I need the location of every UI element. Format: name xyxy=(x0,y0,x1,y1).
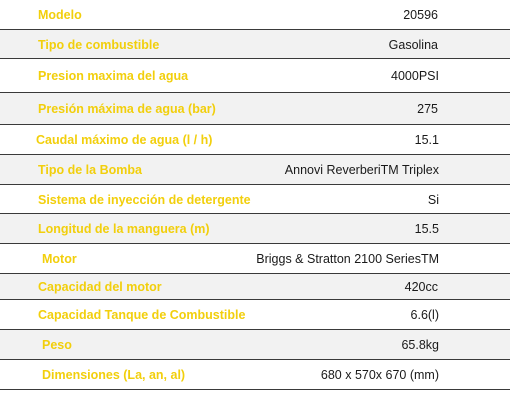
row-divider xyxy=(0,213,510,214)
spec-value: Briggs & Stratton 2100 SeriesTM xyxy=(256,252,439,266)
spec-label: Capacidad Tanque de Combustible xyxy=(38,308,246,322)
spec-label: Capacidad del motor xyxy=(38,280,162,294)
spec-label: Modelo xyxy=(38,8,82,22)
table-row: Longitud de la manguera (m) 15.5 xyxy=(0,214,510,244)
spec-value: 6.6(l) xyxy=(410,308,439,322)
table-row: Capacidad del motor 420cc xyxy=(0,274,510,300)
spec-label: Peso xyxy=(42,338,72,352)
spec-label: Dimensiones (La, an, al) xyxy=(42,368,186,382)
table-row: Capacidad Tanque de Combustible 6.6(l) xyxy=(0,300,510,330)
row-divider xyxy=(0,273,510,274)
spec-label: Presion maxima del agua xyxy=(38,69,189,83)
table-row: Caudal máximo de agua (l / h) 15.1 xyxy=(0,125,510,155)
row-divider xyxy=(0,329,510,330)
row-divider xyxy=(0,299,510,300)
spec-label: Presión máxima de agua (bar) xyxy=(38,102,216,116)
spec-value: Gasolina xyxy=(388,37,438,52)
spec-value: 15.5 xyxy=(414,222,439,236)
table-row: Dimensiones (La, an, al) 680 x 570x 670 … xyxy=(0,360,510,390)
row-divider xyxy=(0,359,510,360)
spec-label: Sistema de inyección de detergente xyxy=(38,192,251,207)
row-divider xyxy=(0,29,510,30)
spec-label: Longitud de la manguera (m) xyxy=(38,222,210,236)
spec-value: 4000PSI xyxy=(391,69,439,83)
table-row: Modelo 20596 xyxy=(0,0,510,30)
row-divider xyxy=(0,124,510,125)
table-row: Presión máxima de agua (bar) 275 xyxy=(0,93,510,125)
table-row: Peso 65.8kg xyxy=(0,330,510,360)
row-divider xyxy=(0,92,510,93)
table-row: Sistema de inyección de detergente Si xyxy=(0,185,510,214)
spec-value: 15.1 xyxy=(414,133,439,147)
row-divider xyxy=(0,243,510,244)
spec-table: Modelo 20596 Tipo de combustible Gasolin… xyxy=(0,0,510,390)
spec-value: Annovi ReverberiTM Triplex xyxy=(284,163,439,177)
spec-value: 420cc xyxy=(404,280,438,294)
spec-value: 20596 xyxy=(403,8,438,22)
table-row: Tipo de la Bomba Annovi ReverberiTM Trip… xyxy=(0,155,510,185)
spec-label: Tipo de la Bomba xyxy=(38,163,142,177)
row-divider xyxy=(0,154,510,155)
table-row: Tipo de combustible Gasolina xyxy=(0,30,510,59)
table-row: Presion maxima del agua 4000PSI xyxy=(0,59,510,93)
spec-label: Motor xyxy=(42,252,77,266)
spec-value: Si xyxy=(427,192,439,207)
row-divider xyxy=(0,389,510,390)
table-row: Motor Briggs & Stratton 2100 SeriesTM xyxy=(0,244,510,274)
spec-value: 275 xyxy=(417,102,438,116)
row-divider xyxy=(0,58,510,59)
spec-label: Caudal máximo de agua (l / h) xyxy=(36,133,213,147)
row-divider xyxy=(0,184,510,185)
spec-label: Tipo de combustible xyxy=(38,37,160,52)
spec-value: 65.8kg xyxy=(401,338,439,352)
spec-value: 680 x 570x 670 (mm) xyxy=(320,368,439,382)
